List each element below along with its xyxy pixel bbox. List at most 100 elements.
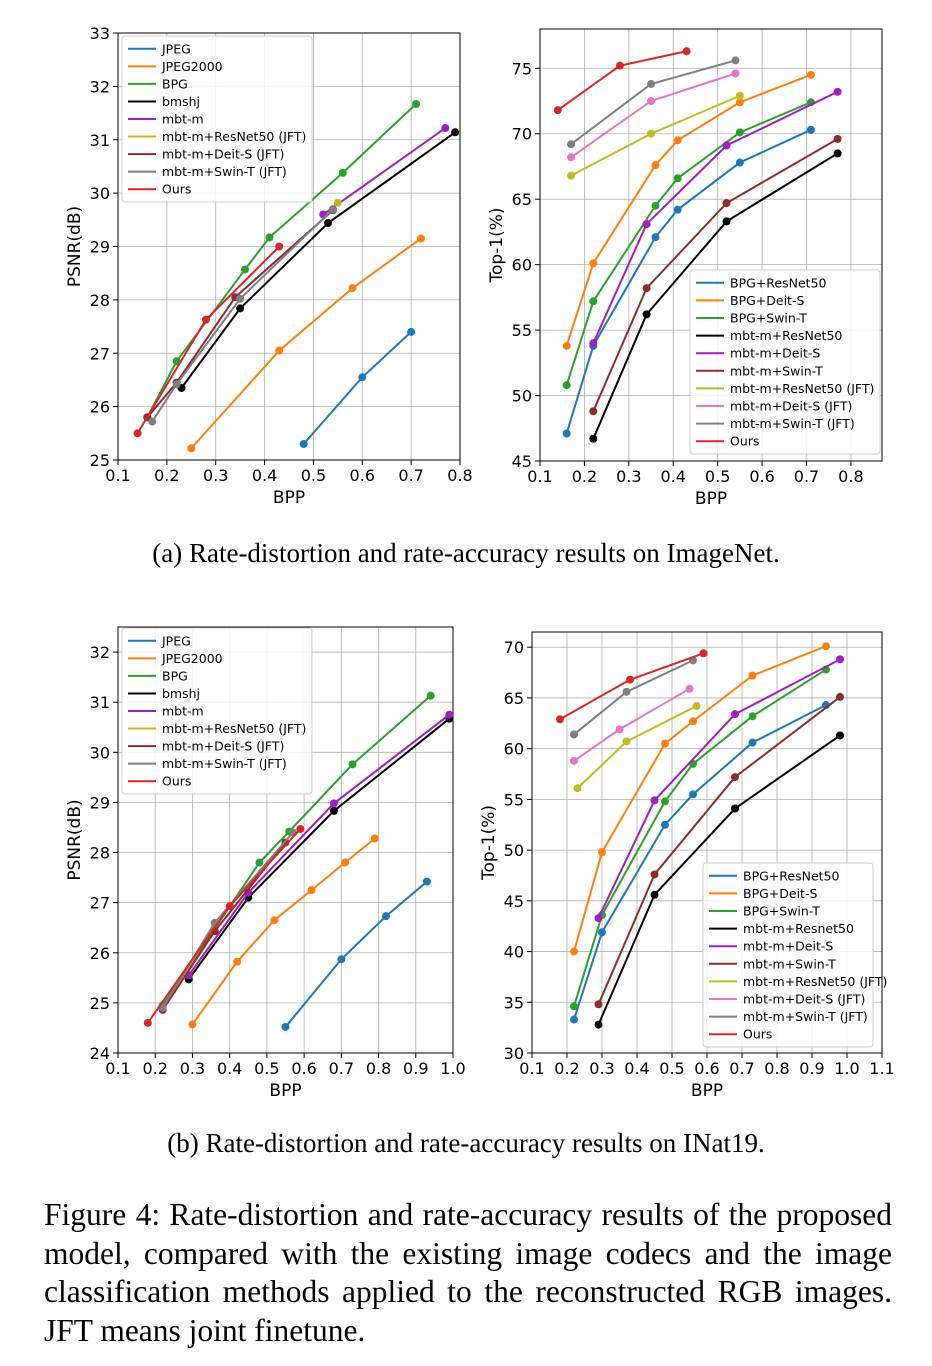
data-point: [589, 407, 598, 416]
legend-box: [689, 269, 881, 455]
data-point: [806, 125, 815, 134]
data-point: [836, 655, 844, 664]
plot-frame: [117, 626, 454, 1054]
plot-frame: [117, 32, 461, 461]
data-point: [673, 174, 682, 183]
y-tick-label: 27: [90, 344, 110, 363]
y-tick-label: 30: [504, 1044, 524, 1063]
series-mbt-m: [319, 124, 450, 219]
x-axis-label: BPP: [691, 1081, 723, 1101]
series-line: [565, 101, 812, 386]
x-tick-label: 1.0: [440, 1059, 465, 1078]
series-mbt-m-swin-t-jft-: [570, 656, 697, 739]
legend-label: mbt-m+Swin-T: [743, 956, 836, 971]
series-bpg: [143, 99, 421, 422]
data-point: [341, 858, 350, 867]
data-point: [692, 702, 701, 711]
series-bmshj: [177, 128, 460, 392]
data-point: [650, 890, 659, 899]
data-point: [642, 284, 651, 293]
data-point: [731, 69, 740, 78]
data-point: [296, 824, 305, 833]
data-point: [445, 710, 454, 719]
series-line: [187, 713, 450, 976]
x-tick-label: 0.1: [105, 466, 130, 485]
data-point: [598, 928, 606, 937]
series-mbt-m-swin-t: [589, 134, 842, 416]
data-point: [412, 99, 421, 108]
y-tick-label: 45: [512, 452, 532, 471]
data-point: [642, 310, 651, 319]
series-ours: [556, 649, 708, 724]
y-tick-label: 26: [90, 944, 110, 963]
x-tick-label: 0.6: [694, 1059, 719, 1078]
y-tick-label: 31: [90, 693, 110, 712]
series-line: [573, 704, 827, 1020]
data-point: [682, 47, 691, 56]
data-point: [570, 1015, 578, 1024]
legend: BPG+ResNet50 BPG+Deit-S BPG+Swin-T mbt-m+Re…: [689, 269, 881, 455]
data-point: [642, 220, 651, 229]
x-tick-label: 0.3: [203, 466, 228, 485]
legend-label: mbt-m+ResNet50 (JFT): [743, 974, 887, 989]
x-axis-label: BPP: [695, 489, 727, 509]
data-point: [594, 1020, 603, 1029]
data-point: [836, 731, 844, 740]
data-point: [647, 79, 656, 88]
x-tick-label: 1.1: [869, 1059, 894, 1078]
series-bpg-swin-t: [570, 665, 830, 1011]
y-tick-label: 28: [90, 844, 110, 863]
legend-label: mbt-m: [162, 112, 204, 127]
legend-label: mbt-m+Deit-S (JFT): [162, 147, 284, 162]
x-tick-label: 0.1: [105, 1059, 130, 1078]
legend-label: BPG+Deit-S: [730, 293, 804, 308]
y-tick-label: 30: [90, 184, 110, 203]
y-tick-label: 28: [90, 291, 110, 310]
legend-label: BPG+Swin-T: [730, 311, 807, 326]
data-point: [748, 671, 757, 680]
data-point: [225, 902, 234, 911]
x-tick-label: 0.9: [403, 1059, 428, 1078]
data-point: [589, 339, 598, 348]
legend-label: mbt-m+ResNet50: [730, 328, 842, 343]
data-point: [570, 730, 578, 739]
data-point: [567, 140, 576, 149]
data-point: [833, 149, 842, 158]
data-point: [650, 870, 659, 879]
series-line: [565, 128, 812, 434]
series-line: [592, 138, 839, 412]
legend-label: mbt-m+Deit-S (JFT): [730, 399, 852, 414]
series-bpg-resnet50: [570, 701, 830, 1024]
x-tick-label: 0.5: [301, 466, 326, 485]
x-axis-label: BPP: [273, 488, 305, 508]
legend-box: [121, 627, 313, 795]
data-point: [275, 242, 284, 251]
data-point: [689, 717, 697, 726]
legend-label: mbt-m+Resnet50: [743, 921, 854, 936]
data-point: [573, 784, 582, 793]
data-point: [358, 373, 367, 382]
series-mbt-m-swin-t-jft-: [158, 828, 297, 1012]
y-tick-label: 24: [90, 1044, 110, 1063]
x-axis-label: BPP: [269, 1081, 301, 1101]
data-point: [451, 128, 460, 137]
data-point: [731, 710, 739, 719]
data-point: [236, 294, 245, 303]
data-point: [651, 201, 660, 210]
x-tick-label: 0.2: [154, 466, 179, 485]
data-point: [661, 739, 669, 748]
series-mbt-m-swin-t: [594, 692, 844, 1009]
data-point: [348, 760, 357, 769]
y-tick-label: 30: [90, 743, 110, 762]
x-tick-label: 0.6: [749, 467, 774, 486]
x-tick-label: 0.5: [659, 1059, 684, 1078]
data-point: [589, 434, 598, 443]
y-tick-label: 45: [504, 892, 524, 911]
series-mbt-m-deit-s: [589, 87, 842, 348]
data-point: [570, 947, 578, 956]
series-line: [597, 658, 841, 919]
data-point: [598, 848, 606, 857]
data-point: [731, 56, 740, 65]
data-point: [329, 806, 338, 815]
